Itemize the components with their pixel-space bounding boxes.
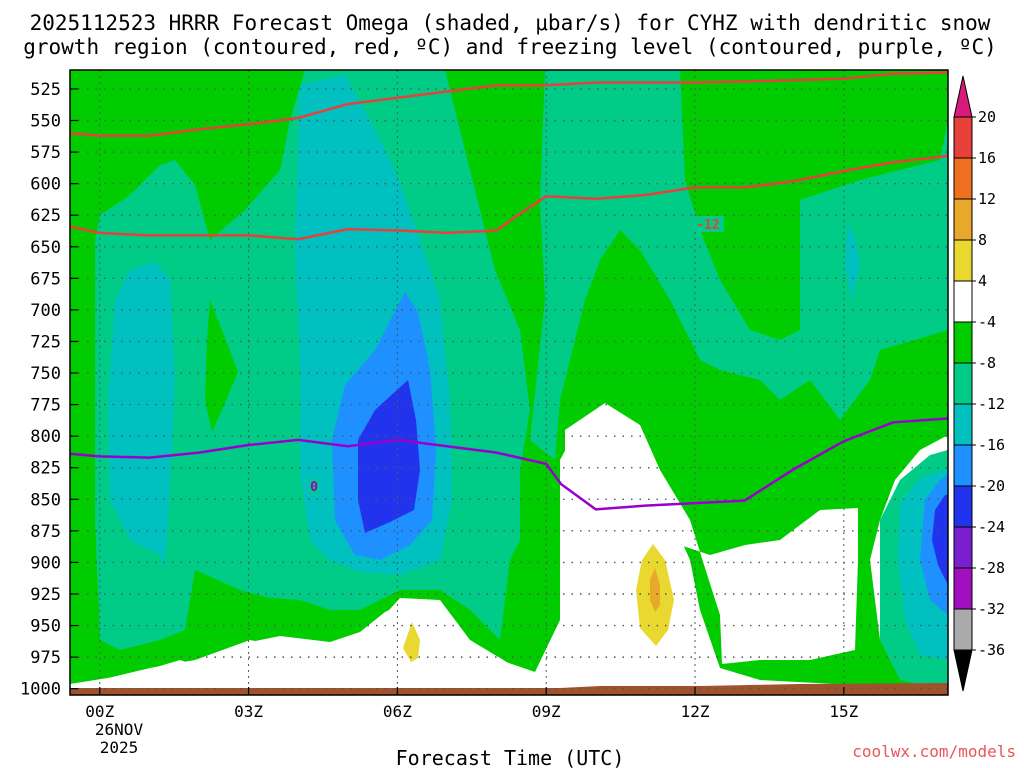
omega-fill-white-lowleft: [70, 600, 545, 690]
omega-fill-seagreen-right: [530, 70, 948, 460]
colorbar-label: 12: [978, 190, 996, 208]
chart-title-line2: growth region (contoured, red, ºC) and f…: [23, 35, 997, 59]
colorbar-label: -36: [978, 641, 1005, 659]
x-date-line1: 26NOV: [95, 720, 144, 739]
x-tick-label: 09Z: [532, 702, 561, 721]
y-tick-label: 975: [30, 648, 61, 668]
y-tick-label: 850: [30, 490, 61, 510]
colorbar-arrow-bottom: [953, 649, 973, 692]
colorbar-bin: [953, 608, 973, 651]
y-tick-label: 625: [30, 206, 61, 226]
contours: [70, 71, 948, 511]
dgz-bottom-isotherm-line: [70, 154, 948, 241]
colorbar-bin: [953, 321, 973, 364]
colorbar-arrow-top: [953, 75, 973, 118]
colorbar-label: -28: [978, 559, 1005, 577]
credit-link[interactable]: coolwx.com/models: [852, 742, 1016, 761]
x-axis: 00Z 03Z 06Z 09Z 12Z 15Z: [85, 687, 859, 721]
colorbar-bin: [953, 239, 973, 282]
x-tick-label: 03Z: [234, 702, 263, 721]
colorbar-bin: [953, 567, 973, 610]
omega-fill-yellow-06z: [403, 622, 420, 662]
omega-shading: [70, 70, 948, 690]
colorbar-bin: [953, 362, 973, 405]
colorbar-label: 20: [978, 108, 996, 126]
y-tick-label: 525: [30, 80, 61, 100]
colorbar-bin: [953, 198, 973, 241]
plot-frame: [69, 69, 949, 696]
purple-contour-label-bg: [309, 479, 319, 494]
grid-lines: [70, 70, 948, 695]
chart-title-line1: 2025112523 HRRR Forecast Omega (shaded, …: [30, 11, 991, 35]
omega-fill-orange-11z: [650, 568, 660, 612]
colorbar-label: -16: [978, 436, 1005, 454]
y-axis: 525 550 575 600 625 650 675 700 725 750 775 800 825 8…: [20, 80, 78, 700]
y-tick-label: 825: [30, 459, 61, 479]
y-tick-label: 650: [30, 238, 61, 258]
red-contour-label-bg: [692, 216, 724, 232]
colorbar-bin: [953, 485, 973, 528]
omega-fill-cyan-left: [108, 262, 175, 568]
x-date-line2: 2025: [100, 738, 139, 757]
y-tick-label: 700: [30, 301, 61, 321]
freezing-level-line: [70, 417, 948, 511]
colorbar-bin: [953, 526, 973, 569]
colorbar-bin: [953, 280, 973, 323]
y-tick-label: 950: [30, 617, 61, 637]
colorbar-label: -24: [978, 518, 1005, 536]
x-tick-label: 15Z: [829, 702, 858, 721]
x-tick-label: 06Z: [383, 702, 412, 721]
colorbar-label: 4: [978, 272, 987, 290]
omega-fill-darkblue-right: [932, 495, 948, 585]
omega-fill-cyan-right: [845, 225, 860, 300]
x-tick-label: 12Z: [681, 702, 710, 721]
colorbar-label: -32: [978, 600, 1005, 618]
y-tick-label: 925: [30, 585, 61, 605]
colorbar-label: 16: [978, 149, 996, 167]
y-tick-label: 725: [30, 332, 61, 352]
colorbar-label: -8: [978, 354, 996, 372]
y-tick-label: 675: [30, 269, 61, 289]
colorbar-bin: [953, 157, 973, 200]
colorbar-bin: [953, 403, 973, 446]
colorbar-label: -4: [978, 313, 996, 331]
x-axis-label: Forecast Time (UTC): [396, 746, 625, 768]
omega-fill-green-patch: [205, 300, 238, 432]
y-tick-label: 900: [30, 553, 61, 573]
y-tick-label: 875: [30, 522, 61, 542]
colorbar-bin: [953, 444, 973, 487]
omega-fill-darkblue-center: [358, 380, 420, 533]
y-tick-label: 800: [30, 427, 61, 447]
red-contour-label: -12: [696, 218, 719, 233]
y-tick-label: 575: [30, 143, 61, 163]
colorbar-label: 8: [978, 231, 987, 249]
colorbar-bin: [953, 116, 973, 159]
dgz-top-isotherm-line: [70, 71, 948, 137]
y-tick-label: 600: [30, 175, 61, 195]
purple-contour-label: 0: [310, 480, 318, 495]
x-tick-label: 00Z: [85, 702, 114, 721]
y-tick-label: 775: [30, 396, 61, 416]
omega-fill-white-center: [565, 403, 858, 664]
y-tick-label: 1000: [20, 680, 61, 700]
colorbar-label: -12: [978, 395, 1005, 413]
colorbar-label: -20: [978, 477, 1005, 495]
y-tick-label: 750: [30, 364, 61, 384]
y-tick-label: 550: [30, 112, 61, 132]
ground-strip: [70, 683, 948, 695]
colorbar: 20 16 12 8 4 -4 -8 -12 -16 -20 -24 -28 -32 -36: [953, 75, 1005, 692]
